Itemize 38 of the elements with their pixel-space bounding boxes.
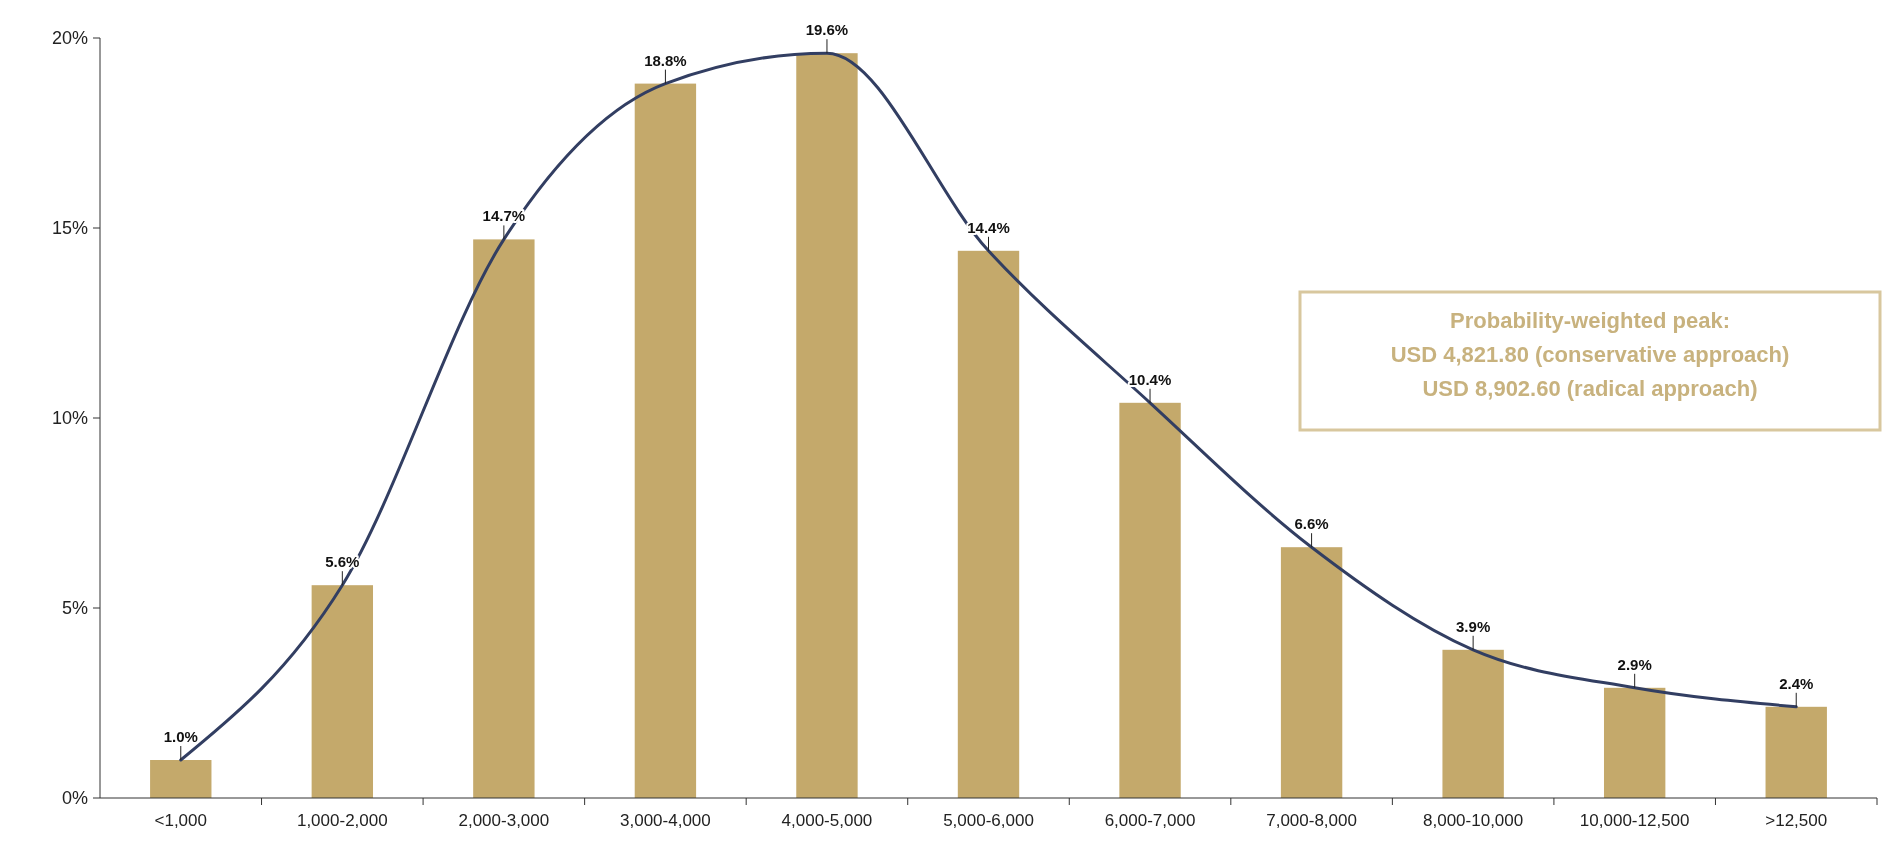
bar [1603,687,1666,798]
bar [957,250,1020,798]
bar [634,83,697,798]
data-label: 10.4% [1128,370,1172,388]
data-label: 1.0% [163,728,198,745]
bar [796,53,858,798]
x-tick-label: 1,000-2,000 [296,811,388,830]
data-label: 3.9% [1456,617,1491,635]
data-label: 2.4% [1779,674,1814,692]
y-tick-label: 15% [51,218,88,239]
x-tick-label: >12,500 [1765,811,1828,830]
x-tick-label: 4,000-5,000 [781,811,873,830]
y-tick-label: 5% [61,598,88,619]
data-label: 19.6% [805,21,849,39]
data-label: 2.9% [1617,655,1652,673]
y-tick-label: 0% [61,788,88,809]
x-tick-label: 8,000-10,000 [1423,811,1524,830]
x-tick-label: 7,000-8,000 [1266,811,1357,830]
y-tick-label: 20% [51,28,88,49]
y-tick-label: 10% [51,408,88,429]
annotation: USD 8,902.60 (radical approach) [1422,376,1758,401]
x-tick-label: 3,000-4,000 [620,811,711,830]
x-tick-label: 2,000-3,000 [458,811,550,830]
x-tick-label: 5,000-6,000 [943,811,1034,830]
bar [311,585,374,798]
annotation: Probability-weighted peak: [1450,308,1730,333]
x-tick-label: <1,000 [154,811,208,830]
bar [1765,706,1827,798]
bar [1280,547,1343,798]
bar [150,760,212,798]
data-label: 6.6% [1294,515,1329,533]
x-tick-label: 10,000-12,500 [1579,811,1690,830]
annotation: USD 4,821.80 (conservative approach) [1390,342,1790,367]
bar [473,239,535,798]
data-label: 18.8% [644,51,687,69]
bar [1442,649,1504,798]
bar [1119,402,1181,798]
x-tick-label: 6,000-7,000 [1104,811,1196,830]
